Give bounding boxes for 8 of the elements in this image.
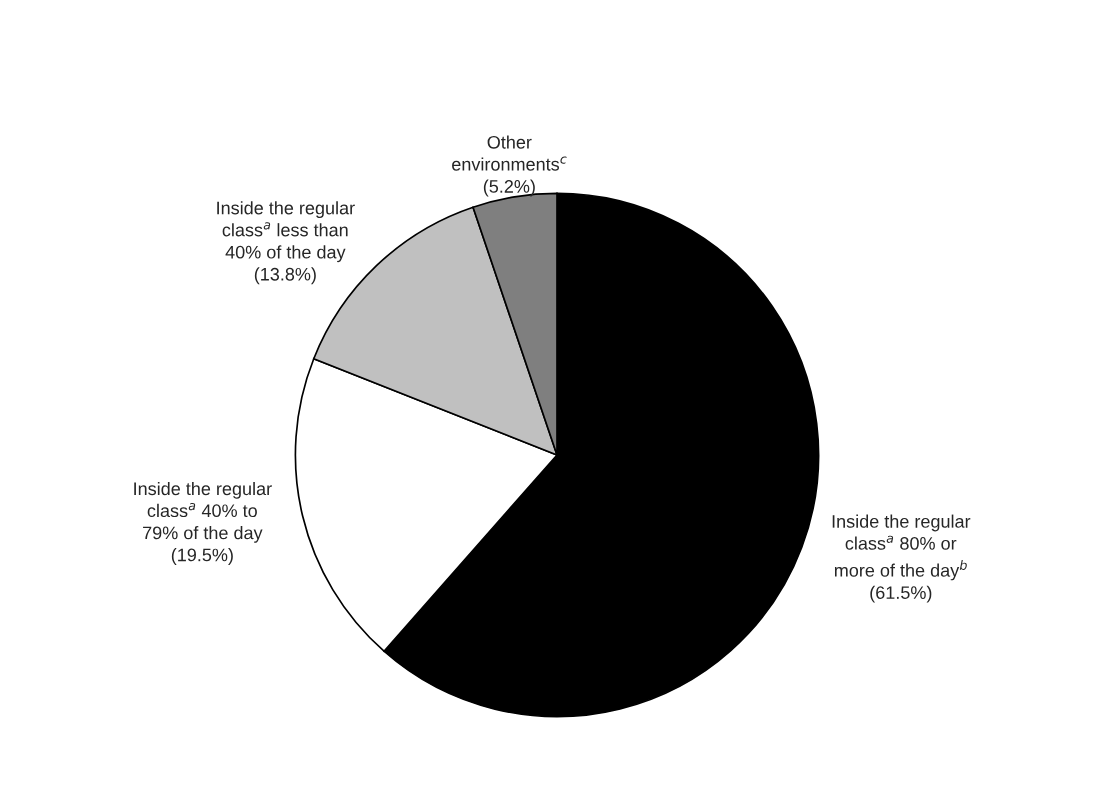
slice-label: Inside the regular class$^{a}$ less than 40% of the day	[217, 201, 355, 263]
data-label: (5.2%)	[483, 179, 535, 197]
data-label: (61.5%)	[870, 585, 932, 603]
slice-label: Inside the regular class$^{a}$ 40% to 79% of the day	[134, 481, 272, 543]
slice-label: Inside the regular class$^{a}$ 80% or more of the day$^{b}$	[832, 514, 971, 581]
slice-label: Other environments$^{c}$	[452, 135, 567, 171]
data-label: (19.5%)	[171, 548, 233, 565]
data-label: (13.8%)	[254, 267, 316, 285]
